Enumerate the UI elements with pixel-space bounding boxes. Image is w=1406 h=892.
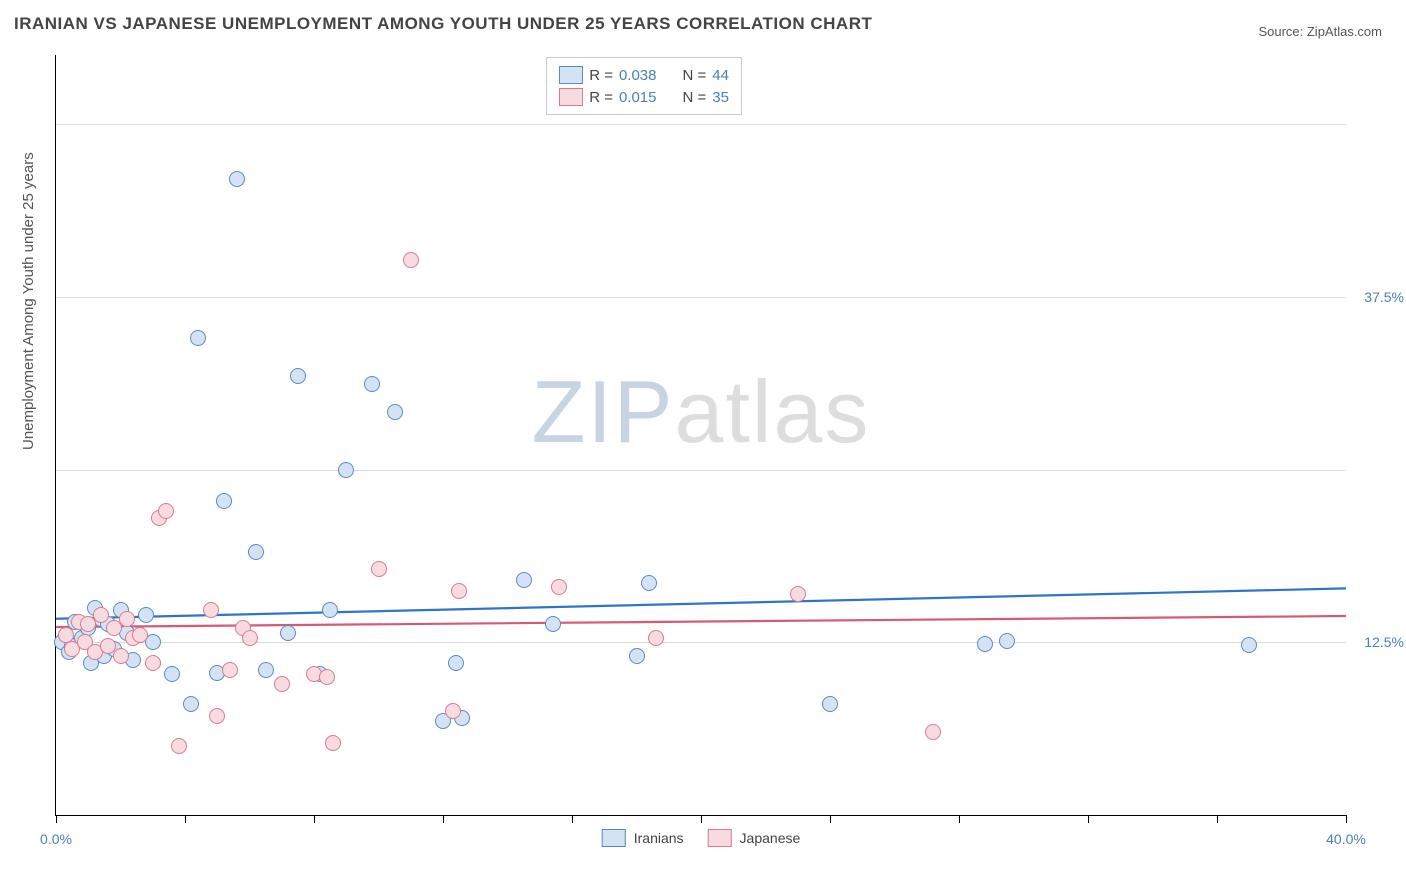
legend-n-prefix: N = — [683, 89, 707, 106]
legend-bottom: Iranians Japanese — [602, 829, 801, 847]
scatter-point-japanese — [445, 703, 461, 719]
x-tick-mark — [830, 815, 831, 823]
legend-n-prefix: N = — [683, 67, 707, 84]
x-tick-mark — [959, 815, 960, 823]
watermark-zip: ZIP — [532, 362, 675, 461]
scatter-point-japanese — [403, 252, 419, 268]
scatter-point-japanese — [222, 662, 238, 678]
x-tick-mark — [1088, 815, 1089, 823]
legend-r-value: 0.038 — [619, 67, 657, 84]
legend-r-prefix: R = — [589, 67, 613, 84]
scatter-point-iranians — [999, 633, 1015, 649]
y-axis-label: Unemployment Among Youth under 25 years — [20, 152, 37, 450]
scatter-point-iranians — [229, 171, 245, 187]
x-tick-mark — [572, 815, 573, 823]
scatter-point-japanese — [242, 630, 258, 646]
legend-label: Iranians — [634, 830, 684, 846]
scatter-point-japanese — [325, 735, 341, 751]
scatter-point-japanese — [648, 630, 664, 646]
scatter-point-iranians — [138, 607, 154, 623]
legend-swatch — [559, 88, 583, 106]
scatter-point-iranians — [629, 648, 645, 664]
x-tick-mark — [56, 815, 57, 823]
x-tick-mark — [1217, 815, 1218, 823]
x-tick-mark — [314, 815, 315, 823]
scatter-point-iranians — [448, 655, 464, 671]
scatter-point-japanese — [171, 738, 187, 754]
regression-line-iranians — [56, 588, 1346, 618]
scatter-point-japanese — [319, 669, 335, 685]
scatter-point-iranians — [322, 602, 338, 618]
watermark-atlas: atlas — [675, 362, 871, 461]
legend-n-value: 44 — [712, 67, 729, 84]
x-tick-mark — [443, 815, 444, 823]
scatter-point-japanese — [113, 648, 129, 664]
legend-item-iranians: Iranians — [602, 829, 684, 847]
x-tick-mark — [701, 815, 702, 823]
scatter-point-japanese — [93, 607, 109, 623]
legend-stats-row-iranians: R = 0.038 N = 44 — [559, 64, 729, 86]
source-attribution: Source: ZipAtlas.com — [1258, 24, 1382, 39]
legend-swatch — [602, 829, 626, 847]
scatter-point-iranians — [545, 616, 561, 632]
scatter-point-iranians — [290, 368, 306, 384]
scatter-point-iranians — [183, 696, 199, 712]
scatter-point-iranians — [164, 666, 180, 682]
scatter-point-iranians — [248, 544, 264, 560]
scatter-point-iranians — [280, 625, 296, 641]
source-label: Source: — [1258, 24, 1306, 39]
scatter-point-iranians — [364, 376, 380, 392]
legend-stats-row-japanese: R = 0.015 N = 35 — [559, 86, 729, 108]
scatter-point-japanese — [790, 586, 806, 602]
y-tick-label: 37.5% — [1354, 289, 1404, 305]
scatter-point-iranians — [387, 404, 403, 420]
scatter-point-iranians — [338, 462, 354, 478]
legend-label: Japanese — [740, 830, 801, 846]
gridline — [56, 470, 1346, 471]
x-tick-label: 40.0% — [1326, 831, 1366, 847]
legend-item-japanese: Japanese — [708, 829, 801, 847]
scatter-point-japanese — [132, 627, 148, 643]
chart-title: IRANIAN VS JAPANESE UNEMPLOYMENT AMONG Y… — [14, 14, 872, 34]
scatter-point-japanese — [274, 676, 290, 692]
scatter-point-iranians — [641, 575, 657, 591]
y-tick-label: 12.5% — [1354, 634, 1404, 650]
scatter-plot: ZIPatlas IraniansJapanese 12.5%37.5%0.0%… — [55, 55, 1346, 816]
x-tick-mark — [185, 815, 186, 823]
scatter-point-japanese — [925, 724, 941, 740]
scatter-point-japanese — [209, 708, 225, 724]
legend-n-value: 35 — [712, 89, 729, 106]
scatter-point-japanese — [371, 561, 387, 577]
regression-lines — [56, 55, 1346, 815]
legend-stats: R = 0.038 N = 44 R = 0.015 N = 35 — [546, 57, 742, 115]
scatter-point-iranians — [516, 572, 532, 588]
gridline — [56, 124, 1346, 125]
scatter-point-iranians — [977, 636, 993, 652]
scatter-point-iranians — [258, 662, 274, 678]
source-name: ZipAtlas.com — [1307, 24, 1382, 39]
scatter-point-japanese — [451, 583, 467, 599]
scatter-point-japanese — [119, 611, 135, 627]
legend-swatch — [559, 66, 583, 84]
gridline — [56, 297, 1346, 298]
scatter-point-iranians — [190, 330, 206, 346]
x-tick-mark — [1346, 815, 1347, 823]
scatter-point-japanese — [145, 655, 161, 671]
scatter-point-japanese — [203, 602, 219, 618]
scatter-point-japanese — [158, 503, 174, 519]
legend-r-prefix: R = — [589, 89, 613, 106]
legend-swatch — [708, 829, 732, 847]
scatter-point-iranians — [822, 696, 838, 712]
scatter-point-iranians — [216, 493, 232, 509]
scatter-point-iranians — [1241, 637, 1257, 653]
legend-r-value: 0.015 — [619, 89, 657, 106]
watermark: ZIPatlas — [532, 361, 871, 463]
scatter-point-japanese — [551, 579, 567, 595]
x-tick-label: 0.0% — [40, 831, 72, 847]
